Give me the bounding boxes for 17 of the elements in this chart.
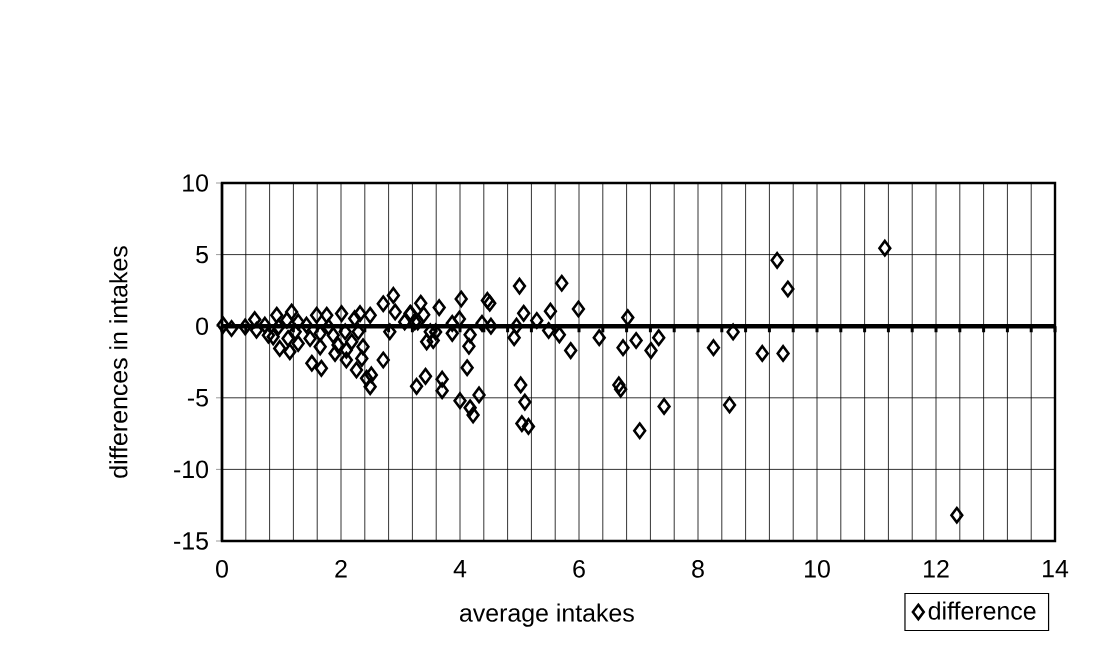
x-tick-label: 14	[1043, 560, 1069, 578]
x-axis-title: average intakes	[460, 603, 634, 627]
x-tick-label: 2	[335, 560, 347, 578]
x-tick-label: 0	[216, 560, 228, 578]
y-tick-label: 5	[196, 245, 208, 264]
y-axis-title: differences in intakes	[109, 246, 128, 478]
y-tick-label: 0	[196, 317, 209, 336]
x-tick-label: 4	[453, 560, 467, 578]
y-tick-label: 10	[183, 174, 208, 192]
y-tick-label: -15	[174, 532, 208, 550]
y-tick-label: -10	[174, 460, 208, 479]
x-tick-label: 12	[924, 560, 949, 578]
x-tick-label: 8	[692, 560, 704, 578]
x-tick-label: 6	[573, 560, 585, 578]
x-tick-label: 10	[805, 560, 830, 578]
legend-label: difference	[928, 601, 1036, 620]
y-tick-label: -5	[187, 389, 208, 407]
